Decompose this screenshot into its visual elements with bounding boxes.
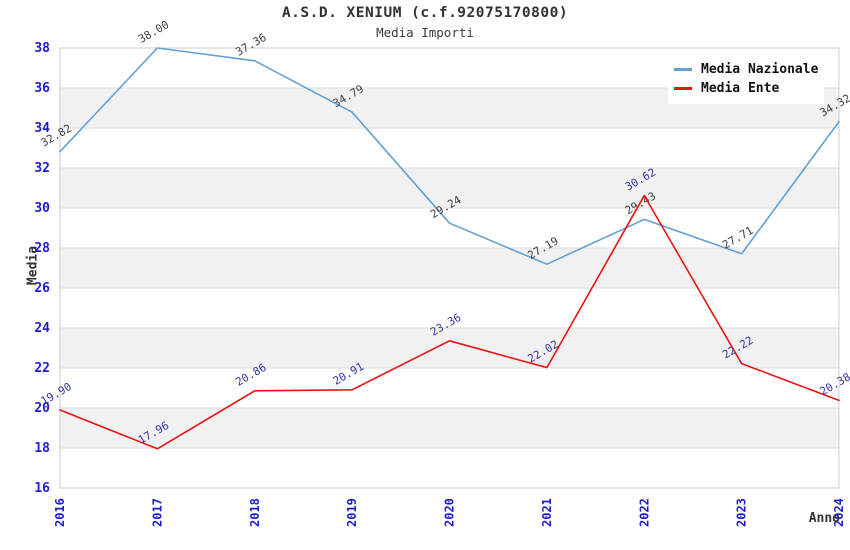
chart-title: A.S.D. XENIUM (c.f.92075170800) [281, 5, 569, 21]
legend-swatch-icon [674, 68, 692, 71]
x-tick-label: 2020 [443, 498, 457, 527]
x-tick-label: 2016 [53, 498, 67, 527]
data-label: 38.00 [136, 18, 171, 46]
x-tick-label: 2024 [832, 498, 846, 527]
y-tick-label: 24 [34, 321, 50, 336]
y-tick-label: 32 [34, 161, 50, 176]
legend-swatch-icon [674, 87, 692, 90]
legend-label: Media Nazionale [701, 62, 819, 77]
legend-label: Media Ente [701, 81, 780, 96]
plot-band [60, 328, 839, 368]
y-tick-label: 28 [34, 241, 50, 256]
y-tick-label: 16 [34, 481, 50, 496]
y-tick-label: 26 [34, 281, 50, 296]
x-axis-title: Anno [808, 511, 840, 526]
legend: Media Nazionale Media Ente [668, 56, 824, 104]
plot-band [60, 208, 839, 248]
x-tick-label: 2019 [345, 498, 359, 527]
media-ente-line [59, 194, 840, 450]
plot-band [60, 248, 839, 288]
x-tick-label: 2022 [637, 498, 651, 527]
plot-band [60, 168, 839, 208]
plot-band [60, 368, 839, 408]
x-tick-label: 2023 [735, 498, 749, 527]
y-tick-label: 38 [34, 41, 50, 56]
x-tick-label: 2021 [540, 498, 554, 527]
plot-band [60, 408, 839, 448]
legend-item-0: Media Nazionale [674, 60, 824, 79]
legend-item-1: Media Ente [674, 79, 824, 98]
y-tick-label: 18 [34, 441, 50, 456]
x-tick-label: 2018 [248, 498, 262, 527]
media-nazionale-line [59, 47, 840, 266]
y-tick-label: 30 [34, 201, 50, 216]
y-axis-title: Media [25, 245, 41, 286]
y-tick-label: 34 [34, 121, 50, 136]
plot-band [60, 128, 839, 168]
x-tick-label: 2017 [150, 498, 164, 527]
plot-band [60, 448, 839, 488]
y-tick-label: 20 [34, 401, 50, 416]
chart-subtitle: Media Importi [376, 25, 474, 40]
y-tick-label: 22 [34, 361, 50, 376]
plot-border [59, 47, 840, 489]
y-tick-label: 36 [34, 81, 50, 96]
